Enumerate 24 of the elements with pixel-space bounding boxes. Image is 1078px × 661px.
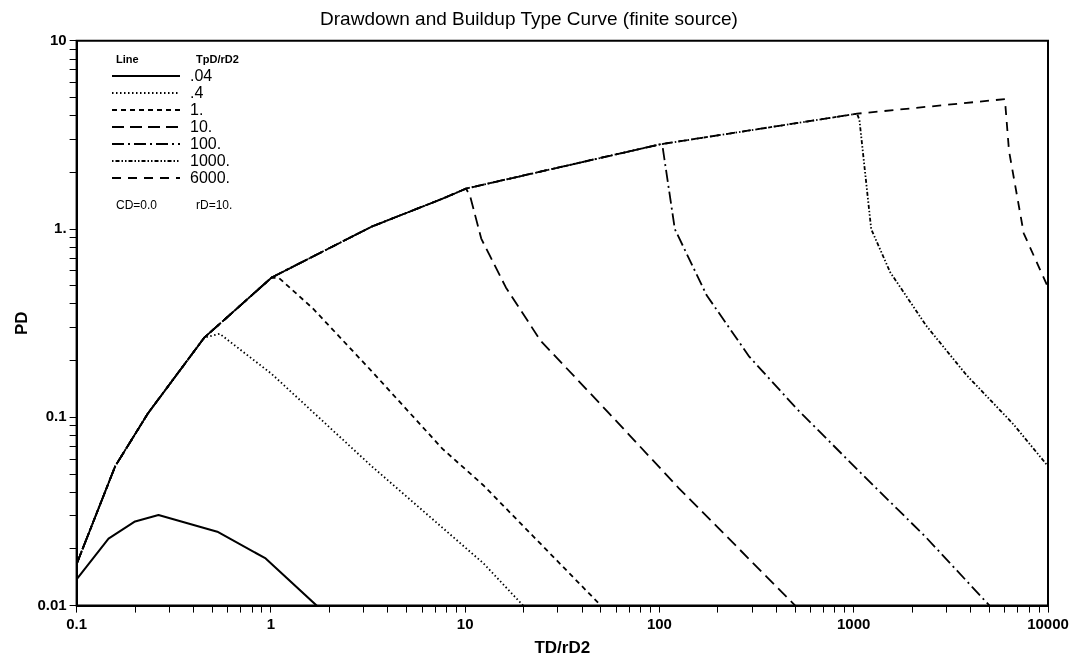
x-tick-label: 10 bbox=[456, 614, 474, 632]
legend-label: .04 bbox=[190, 66, 213, 85]
x-tick-label: 10000 bbox=[1027, 614, 1069, 632]
x-tick-label: 0.1 bbox=[66, 614, 88, 632]
annotation: CD=0.0 bbox=[115, 197, 159, 212]
legend-label: 6000. bbox=[190, 168, 231, 187]
y-tick-label: 10 bbox=[49, 30, 67, 48]
x-tick-label: 1000 bbox=[837, 614, 871, 632]
x-axis-title: TD/rD2 bbox=[534, 638, 591, 658]
legend-label: 1. bbox=[190, 100, 204, 119]
y-tick-label: 0.01 bbox=[37, 595, 67, 613]
x-tick-label: 100 bbox=[646, 614, 672, 632]
y-tick-label: 0.1 bbox=[45, 407, 67, 425]
x-tick-label: 1 bbox=[266, 614, 276, 632]
legend-label: 10. bbox=[190, 117, 213, 136]
legend-label: 100. bbox=[190, 134, 222, 153]
legend-label: .4 bbox=[190, 83, 204, 102]
annotation: rD=10. bbox=[196, 197, 233, 212]
legend-title: TpD/rD2 bbox=[196, 52, 239, 65]
chart-title: Drawdown and Buildup Type Curve (finite source) bbox=[320, 7, 738, 29]
legend-label: 1000. bbox=[190, 151, 231, 170]
y-tick-label: 1. bbox=[54, 219, 67, 237]
y-axis-title: PD bbox=[11, 311, 31, 336]
annotation: Line bbox=[115, 52, 140, 65]
